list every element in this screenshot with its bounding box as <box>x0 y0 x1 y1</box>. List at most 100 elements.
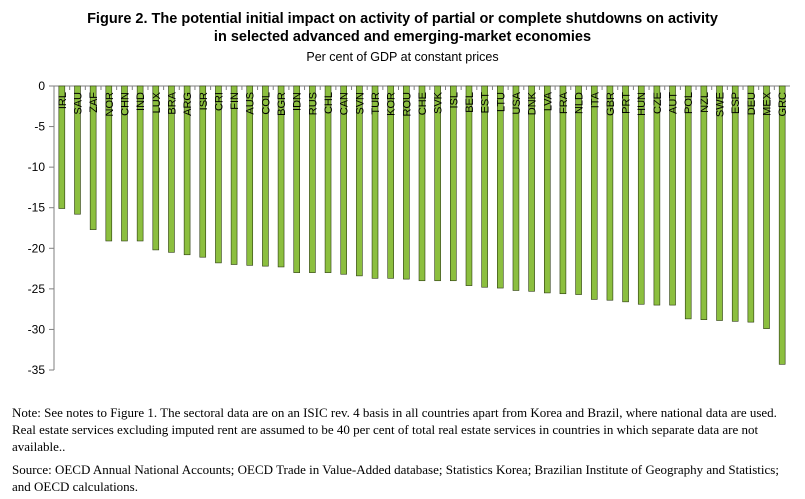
chart-note: Note: See notes to Figure 1. The sectora… <box>12 405 777 454</box>
chart-title-line-1: Figure 2. The potential initial impact o… <box>87 11 718 27</box>
bar <box>324 85 332 273</box>
y-tick-label: -30 <box>28 322 46 336</box>
category-label: NZL <box>699 92 711 113</box>
bar <box>778 85 786 365</box>
category-label: EST <box>480 92 492 114</box>
category-label: NLD <box>574 92 586 114</box>
category-label: MEX <box>762 91 774 116</box>
category-label: KOR <box>386 92 398 116</box>
bar <box>121 85 128 242</box>
bar <box>246 85 254 266</box>
bar <box>356 85 363 277</box>
category-label: SWE <box>715 92 727 117</box>
bar <box>387 85 394 279</box>
category-label: USA <box>511 91 523 114</box>
bar <box>481 85 488 288</box>
category-label: FRA <box>558 91 570 114</box>
bar <box>403 85 410 280</box>
bar <box>262 85 269 267</box>
bar <box>309 85 316 273</box>
bar <box>450 85 457 282</box>
chart-source: Source: OECD Annual National Accounts; O… <box>12 462 779 494</box>
category-label: CHN <box>119 92 131 116</box>
bar <box>168 85 175 253</box>
category-label: LUX <box>151 91 163 113</box>
bar <box>575 85 582 295</box>
bar <box>559 85 567 295</box>
bar <box>763 85 770 329</box>
category-label: DNK <box>527 91 539 115</box>
bar <box>418 85 426 282</box>
bar <box>215 85 222 264</box>
bar <box>528 85 535 292</box>
bar <box>622 85 629 303</box>
category-label: IRL <box>57 92 69 109</box>
y-tick-label: -10 <box>28 160 46 174</box>
bar <box>230 85 238 265</box>
bar <box>293 85 300 273</box>
category-label: DEU <box>746 92 758 115</box>
category-label: NOR <box>104 92 116 117</box>
y-tick-label: -35 <box>28 363 46 377</box>
y-tick-label: -20 <box>28 241 46 255</box>
category-label: ARG <box>182 92 194 116</box>
category-label: ESP <box>730 92 742 114</box>
category-label: SAU <box>72 92 84 115</box>
bar <box>637 85 645 305</box>
category-label: LVA <box>542 91 554 111</box>
bar <box>606 85 614 301</box>
bar <box>543 85 551 294</box>
category-label: SVK <box>433 91 445 114</box>
bar <box>653 85 661 306</box>
bar <box>277 85 285 268</box>
y-tick-label: -25 <box>28 282 46 296</box>
bar <box>434 85 441 282</box>
category-label: AUT <box>668 92 680 114</box>
category-label: BRA <box>166 91 178 114</box>
bar <box>684 85 692 320</box>
bar <box>183 85 191 256</box>
bar-chart: 0 -5 -10 -15 -20 -25 -30 -35 IRL SAU ZAF NOR CHN IND L… <box>28 79 790 377</box>
chart-title: Figure 2. The potential initial impact o… <box>0 10 805 46</box>
bar <box>89 85 97 230</box>
category-label: SVN <box>354 92 366 115</box>
category-label: LTU <box>495 92 507 112</box>
bar <box>669 85 676 306</box>
category-label: FIN <box>229 92 241 110</box>
bar <box>136 85 144 242</box>
bar <box>340 85 347 275</box>
category-label: CZE <box>652 92 664 114</box>
category-label: HUN <box>636 92 648 116</box>
category-label: ROU <box>401 92 413 117</box>
category-label: CRI <box>213 92 225 111</box>
y-tick-label: 0 <box>38 79 45 93</box>
bar <box>199 85 207 258</box>
bar <box>152 85 160 251</box>
category-label: ISL <box>448 92 460 109</box>
category-label: CHL <box>323 92 335 114</box>
chart-subtitle: Per cent of GDP at constant prices <box>306 50 499 64</box>
category-label: GBR <box>605 92 617 116</box>
category-label: PRT <box>621 92 633 114</box>
category-label: POL <box>683 92 695 114</box>
category-label: ISR <box>198 92 210 110</box>
bar <box>590 85 598 300</box>
bar <box>497 85 504 289</box>
category-label: COL <box>260 92 272 115</box>
bar <box>731 85 739 322</box>
category-label: BGR <box>276 92 288 116</box>
bar <box>371 85 379 279</box>
category-label: RUS <box>307 92 319 115</box>
bar <box>747 85 755 323</box>
category-label: IND <box>135 92 147 111</box>
chart-title-line-2: in selected advanced and emerging-market… <box>213 29 592 45</box>
bar <box>716 85 723 321</box>
bar <box>465 85 473 286</box>
category-label: TUR <box>370 92 382 115</box>
category-label: ITA <box>589 91 601 108</box>
category-label: ZAF <box>88 92 100 113</box>
bar <box>58 85 66 209</box>
category-label: GRC <box>777 92 789 117</box>
category-label: BEL <box>464 92 476 113</box>
bar <box>700 85 708 320</box>
